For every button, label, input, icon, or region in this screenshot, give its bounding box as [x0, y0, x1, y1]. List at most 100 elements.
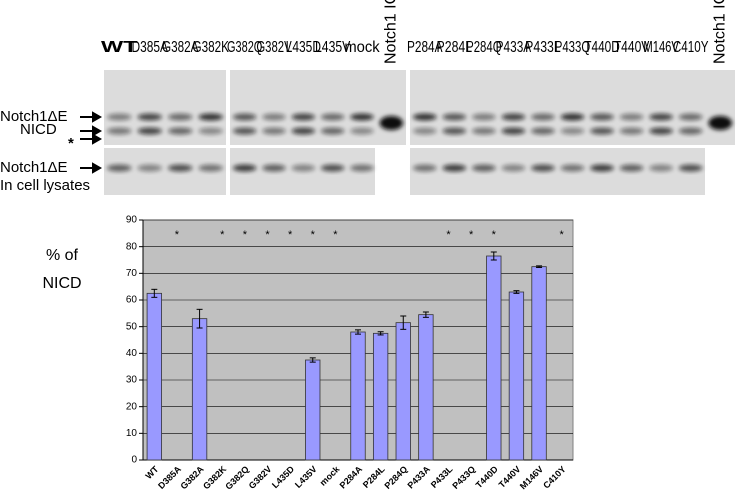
- x-tick-label: T440D: [474, 464, 501, 491]
- y-tick-label: 80: [126, 241, 138, 252]
- significance-marker: *: [265, 229, 270, 241]
- y-tick-label: 60: [126, 295, 138, 306]
- blot-panel: [104, 148, 226, 195]
- bar: [146, 292, 162, 461]
- blot-band: [291, 127, 316, 135]
- lane-label: M146V: [643, 39, 679, 56]
- blot-band: [619, 127, 644, 135]
- side-label: In cell lysates: [0, 177, 90, 194]
- lane-label: WT: [101, 39, 138, 56]
- blot-band: [350, 127, 374, 135]
- blot-band: [379, 116, 404, 130]
- blot-band: [107, 113, 132, 121]
- blot-band: [531, 113, 555, 121]
- blot-band: [107, 164, 132, 172]
- blot-band: [291, 164, 316, 172]
- blot-band: [232, 113, 257, 121]
- blot-band: [412, 127, 437, 135]
- blot-band: [590, 127, 614, 135]
- bar: [191, 318, 208, 461]
- significance-marker: *: [333, 229, 338, 241]
- lane-label: L435D: [286, 39, 321, 56]
- side-label: Notch1ΔE: [0, 108, 68, 125]
- y-tick-label: 50: [126, 321, 138, 332]
- lane-label: C410Y: [673, 39, 709, 56]
- blot-band: [232, 127, 257, 135]
- bar: [372, 332, 389, 461]
- lane-label: T440D: [584, 39, 620, 56]
- arrows: [80, 111, 103, 174]
- blot-band: [560, 113, 585, 121]
- blot-band: [232, 164, 257, 172]
- blot-band: [137, 164, 162, 172]
- blot-band: [619, 113, 644, 121]
- y-tick-label: 70: [126, 268, 138, 279]
- x-tick-label: D385A: [156, 464, 183, 491]
- blot-band: [590, 164, 614, 172]
- x-tick-label: C410Y: [541, 464, 568, 491]
- blot-band: [678, 113, 703, 121]
- y-tick-label: 20: [126, 401, 138, 412]
- blot-images: [104, 70, 735, 195]
- bar: [418, 314, 434, 461]
- y-tick-label: 0: [131, 455, 137, 466]
- bar: [350, 331, 366, 461]
- x-tick-label: G382V: [247, 464, 274, 491]
- blot-band: [590, 113, 614, 121]
- blot-band: [168, 113, 193, 121]
- lane-label: T440V: [614, 39, 650, 56]
- y-axis-label: NICD: [42, 275, 81, 292]
- x-tick-label: P433A: [405, 464, 432, 491]
- blot-band: [262, 127, 286, 135]
- y-tick-label: 40: [126, 348, 138, 359]
- blot-band: [708, 116, 733, 130]
- lane-label: P284Q: [466, 39, 502, 56]
- lane-label: P433A: [496, 39, 532, 56]
- lane-label: G382K: [193, 39, 230, 56]
- blot-panel: [230, 70, 406, 145]
- blot-band: [198, 127, 223, 135]
- significance-marker: *: [243, 229, 248, 241]
- blot-band: [619, 164, 644, 172]
- blot-band: [198, 164, 223, 172]
- significance-marker: *: [220, 229, 225, 241]
- blot-band: [649, 127, 673, 135]
- blot-band: [501, 113, 526, 121]
- blot-band: [412, 164, 437, 172]
- lane-label: L435V: [315, 39, 351, 56]
- blot-band: [412, 113, 437, 121]
- blot-band: [320, 127, 345, 135]
- blot-band: [501, 164, 526, 172]
- x-tick-label: P433Q: [450, 464, 477, 491]
- x-tick-label: L435D: [270, 464, 297, 491]
- lane-label: G382V: [256, 39, 292, 56]
- blot-band: [472, 127, 496, 135]
- blot-band: [649, 113, 673, 121]
- significance-marker: *: [560, 229, 565, 241]
- blot-band: [350, 113, 374, 121]
- blot-panel: [230, 148, 375, 195]
- bar: [395, 322, 411, 461]
- blot-band: [291, 113, 316, 121]
- y-tick-label: 90: [126, 215, 138, 226]
- x-tick-label: L435V: [293, 464, 319, 490]
- lane-label: Notch1 ICV: [711, 0, 728, 64]
- bar: [508, 291, 525, 461]
- blot-band: [320, 164, 345, 172]
- significance-marker: *: [469, 229, 474, 241]
- blot-band: [678, 127, 703, 135]
- blot-band: [472, 113, 496, 121]
- x-tick-label: P433L: [429, 464, 455, 490]
- blot-band: [168, 127, 193, 135]
- significance-marker: *: [288, 229, 293, 241]
- lane-label: P433L: [525, 39, 561, 56]
- blot-band: [442, 113, 467, 121]
- blot-band: [442, 127, 467, 135]
- lane-label: G382Q: [227, 39, 262, 56]
- side-label: *: [68, 135, 74, 152]
- blot-band: [107, 127, 132, 135]
- x-tick-label: M146V: [518, 464, 545, 491]
- lane-label: D385A: [132, 39, 169, 56]
- lane-label: G382A: [162, 39, 199, 56]
